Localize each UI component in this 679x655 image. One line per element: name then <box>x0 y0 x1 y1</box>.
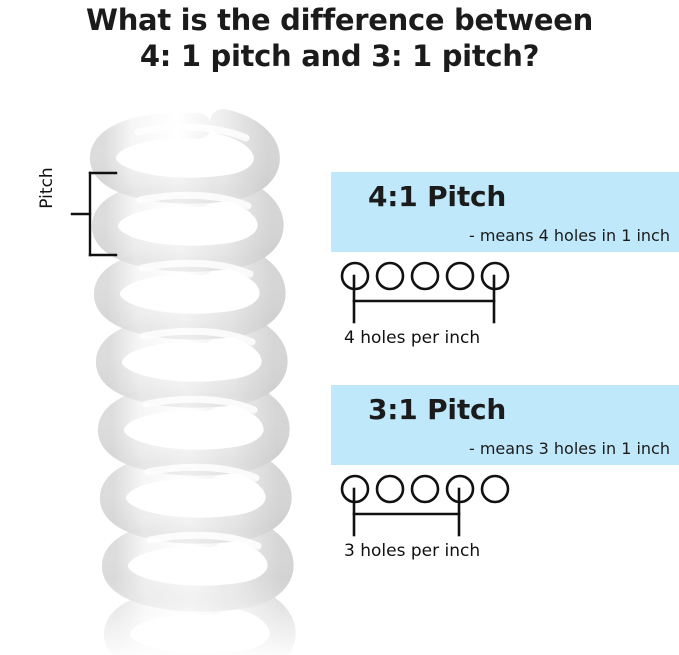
panel-pitch-4-1: 4:1 Pitch - means 4 holes in 1 inch 4 h <box>331 172 679 348</box>
spring-illustration <box>78 108 318 655</box>
banner-4-1: 4:1 Pitch - means 4 holes in 1 inch <box>331 172 679 252</box>
holes-diagram-4-1: 4 holes per inch <box>340 260 660 358</box>
measure-bracket-4-1 <box>352 274 496 324</box>
pitch-label: Pitch <box>37 167 57 209</box>
banner-subtitle-3-1: - means 3 holes in 1 inch <box>468 439 670 458</box>
title-line-1: What is the difference between <box>86 3 593 37</box>
holes-caption-3-1: 3 holes per inch <box>344 541 481 561</box>
title-line-2: 4: 1 pitch and 3: 1 pitch? <box>139 39 540 73</box>
hole-circles-3-1 <box>340 474 510 504</box>
banner-title-3-1: 3:1 Pitch <box>368 393 507 426</box>
pitch-bracket-icon <box>70 171 118 257</box>
banner-subtitle-4-1: - means 4 holes in 1 inch <box>468 226 670 245</box>
holes-diagram-3-1: 3 holes per inch <box>340 473 660 571</box>
banner-3-1: 3:1 Pitch - means 3 holes in 1 inch <box>331 385 679 465</box>
spring-highlights <box>134 123 262 550</box>
bottom-fade <box>78 578 318 655</box>
holes-caption-4-1: 4 holes per inch <box>344 328 481 348</box>
panel-pitch-3-1: 3:1 Pitch - means 3 holes in 1 inch 3 h <box>331 385 679 561</box>
banner-title-4-1: 4:1 Pitch <box>368 180 507 213</box>
page-title: What is the difference between 4: 1 pitc… <box>0 2 679 74</box>
hole-circles-4-1 <box>340 261 510 291</box>
pitch-measure-group: Pitch <box>20 160 130 260</box>
measure-bracket-3-1 <box>352 487 461 537</box>
